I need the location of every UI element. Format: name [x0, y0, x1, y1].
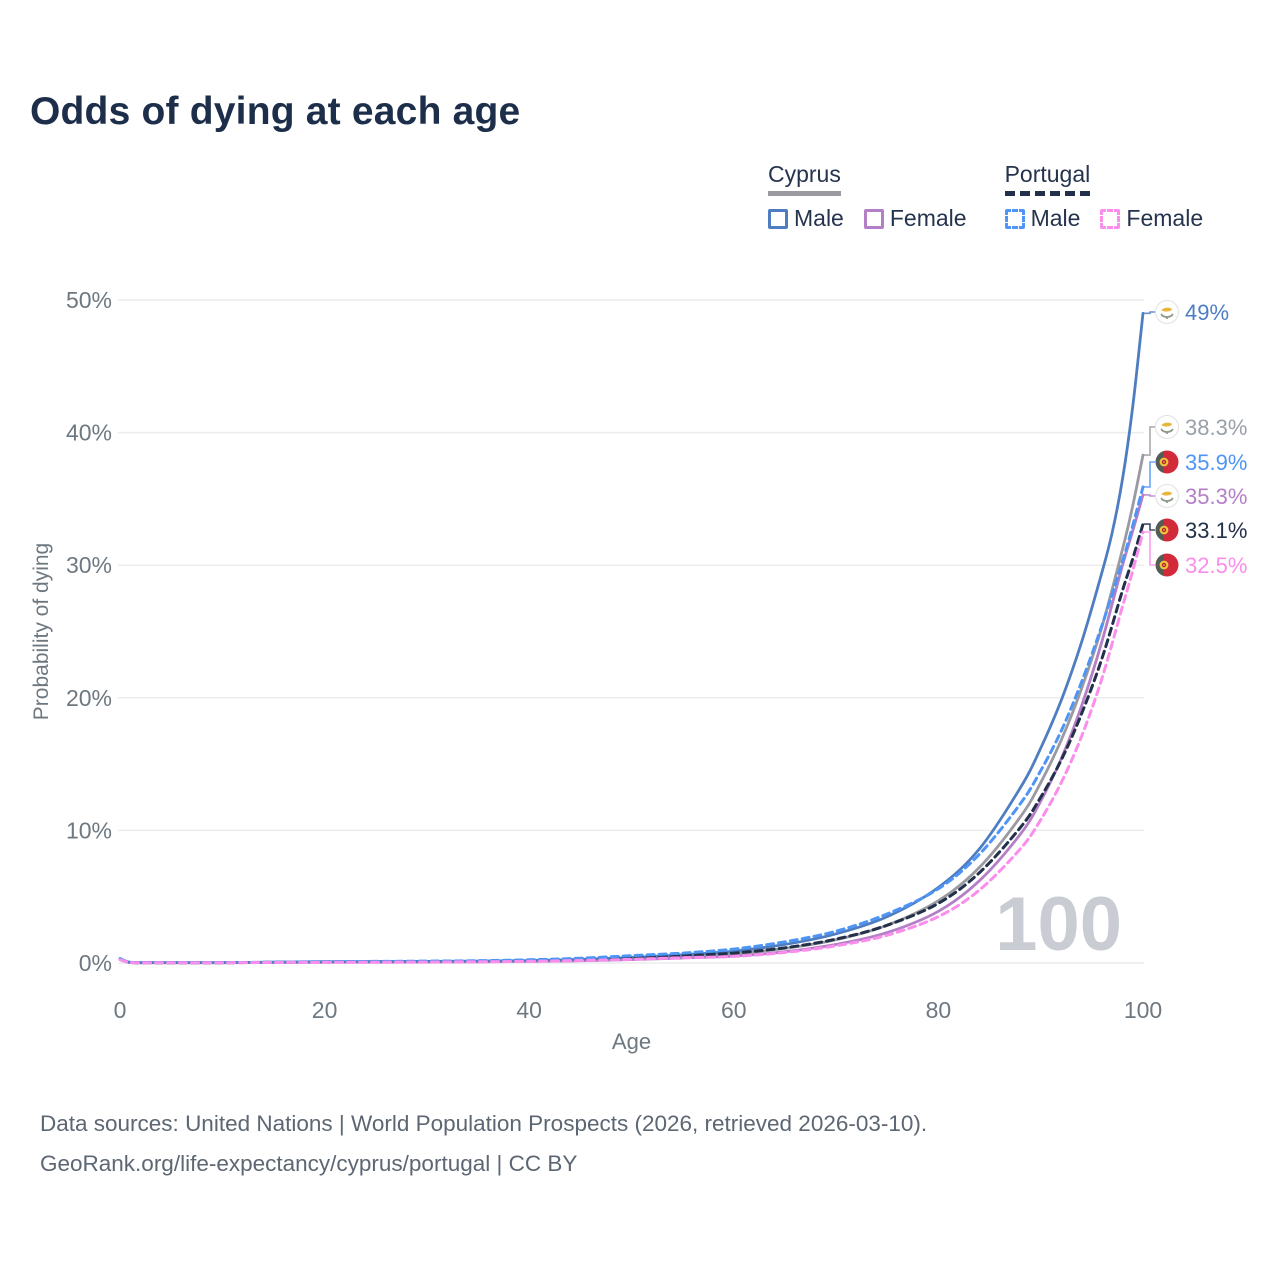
end-label-value-portugal-combined: 33.1% [1185, 518, 1247, 543]
legend-country-cyprus[interactable]: Cyprus [768, 161, 841, 196]
y-tick-label-10: 10% [66, 817, 112, 843]
series-end-label-cyprus-combined[interactable]: 38.3% [1155, 415, 1248, 440]
end-label-value-cyprus-female: 35.3% [1185, 484, 1247, 509]
legend-item-portugal-male[interactable]: Male [1004, 205, 1081, 232]
portugal-flag-icon [1155, 553, 1179, 577]
x-axis-title: Age [612, 1029, 651, 1054]
portugal-female-swatch-icon [1100, 208, 1121, 229]
series-line-portugal-combined[interactable] [118, 522, 1145, 965]
y-tick-label-50: 50% [66, 287, 112, 313]
series-end-label-portugal-combined[interactable]: 33.1% [1155, 518, 1248, 543]
end-label-value-portugal-male: 35.9% [1185, 450, 1247, 475]
x-tick-label-60: 60 [721, 997, 747, 1023]
end-label-connector-portugal-male [1144, 461, 1155, 488]
series-end-label-portugal-male[interactable]: 35.9% [1155, 450, 1248, 475]
end-label-connector-portugal-combined [1144, 523, 1155, 531]
y-tick-label-40: 40% [66, 420, 112, 446]
legend-item-cyprus-male[interactable]: Male [768, 205, 844, 232]
series-line-cyprus-combined[interactable] [118, 453, 1145, 965]
x-tick-label-100: 100 [1124, 997, 1162, 1023]
series-line-cyprus-male[interactable] [118, 311, 1145, 965]
y-tick-label-30: 30% [66, 552, 112, 578]
legend-country-portugal[interactable]: Portugal [1004, 161, 1091, 196]
footer-data-sources: Data sources: United Nations | World Pop… [40, 1111, 928, 1136]
legend-label-cyprus-male: Male [794, 205, 844, 231]
series-end-label-cyprus-female[interactable]: 35.3% [1155, 484, 1248, 509]
legend-items-portugal: Male Female [1004, 205, 1203, 232]
end-label-value-cyprus-male: 49% [1185, 300, 1229, 325]
x-tick-label-0: 0 [114, 997, 127, 1023]
x-tick-label-80: 80 [926, 997, 952, 1023]
page-title: Odds of dying at each age [30, 90, 521, 133]
series-line-portugal-male[interactable] [118, 485, 1145, 965]
legend-label-portugal-female: Female [1126, 205, 1204, 231]
end-label-value-portugal-female: 32.5% [1185, 553, 1247, 578]
end-label-connector-portugal-female [1144, 531, 1155, 566]
portugal-male-swatch-icon [1004, 208, 1025, 229]
end-label-connector-cyprus-female [1144, 494, 1155, 497]
legend-group-cyprus: Cyprus Male Female [768, 161, 967, 232]
legend-group-portugal: Portugal Male Female [1004, 161, 1203, 232]
footer: Data sources: United Nations | World Pop… [40, 1104, 927, 1184]
footer-attribution: GeoRank.org/life-expectancy/cyprus/portu… [40, 1151, 578, 1176]
legend-label-cyprus-female: Female [889, 205, 967, 231]
end-label-value-cyprus-combined: 38.3% [1185, 415, 1247, 440]
series-line-portugal-female[interactable] [118, 530, 1145, 965]
series-end-label-portugal-female[interactable]: 32.5% [1155, 553, 1248, 578]
portugal-flag-icon [1155, 518, 1179, 542]
legend-label-portugal-male: Male [1030, 205, 1081, 231]
cyprus-flag-icon [1155, 484, 1179, 508]
y-axis-title: Probability of dying [30, 543, 53, 720]
cyprus-flag-icon [1155, 415, 1179, 439]
age-hover-watermark: 100 [995, 882, 1122, 967]
cyprus-male-swatch-icon [768, 208, 788, 229]
legend-items-cyprus: Male Female [768, 205, 967, 232]
x-tick-label-20: 20 [312, 997, 338, 1023]
legend-item-portugal-female[interactable]: Female [1100, 205, 1203, 232]
legend: Cyprus Male Female Portugal Male [768, 161, 1203, 232]
y-tick-label-0: 0% [79, 950, 112, 976]
x-tick-label-40: 40 [516, 997, 542, 1023]
end-label-connector-cyprus-male [1144, 311, 1155, 315]
cyprus-female-swatch-icon [863, 208, 884, 229]
cyprus-flag-icon [1155, 300, 1179, 324]
legend-item-cyprus-female[interactable]: Female [863, 205, 967, 232]
portugal-flag-icon [1155, 450, 1179, 474]
y-tick-label-20: 20% [66, 685, 112, 711]
series-end-label-cyprus-male[interactable]: 49% [1155, 300, 1230, 325]
end-label-connector-cyprus-combined [1144, 426, 1155, 456]
